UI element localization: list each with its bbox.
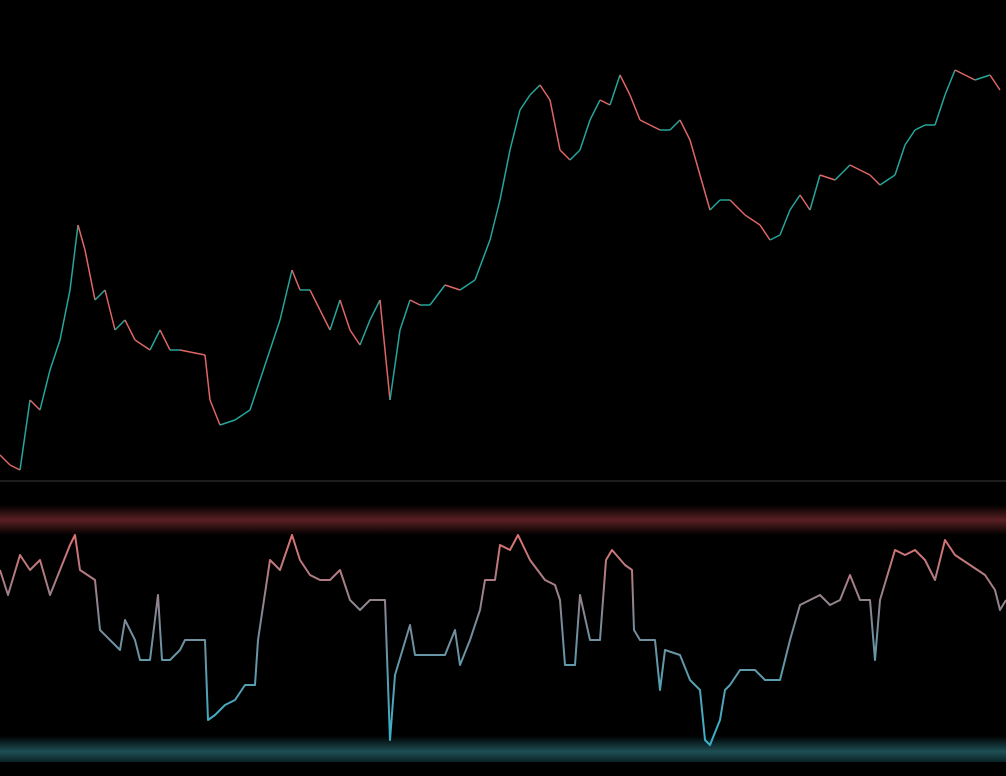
price-segment (619, 74, 631, 96)
price-segment (689, 139, 701, 176)
price-segment (379, 299, 391, 401)
price-segment (549, 99, 561, 151)
price-segment (359, 319, 371, 346)
price-segment (159, 329, 171, 351)
price-segment (759, 224, 771, 241)
price-segment (389, 329, 401, 401)
price-segment (559, 149, 571, 161)
price-segment (669, 119, 681, 131)
price-segment (204, 354, 211, 401)
price-segment (989, 74, 1001, 91)
price-segment (799, 194, 811, 211)
price-segment (19, 399, 31, 471)
price-segment (679, 119, 691, 141)
price-segment (279, 269, 293, 321)
price-segment (904, 129, 916, 146)
price-segment (459, 279, 476, 291)
price-segment (209, 399, 221, 426)
price-segment (259, 349, 271, 381)
price-segment (349, 329, 361, 346)
price-segment (114, 319, 126, 331)
price-segment (649, 124, 661, 131)
price-segment (69, 224, 79, 291)
price-segment (309, 289, 321, 311)
price-segment (589, 99, 601, 121)
oscillator-line (0, 534, 1006, 746)
price-segment (369, 299, 381, 321)
price-segment (579, 119, 591, 151)
price-segment (0, 454, 11, 466)
price-segment (49, 339, 61, 371)
price-segment (329, 299, 341, 331)
price-segment (954, 69, 966, 76)
price-segment (914, 124, 926, 131)
price-segment (709, 199, 721, 211)
price-segment (94, 289, 106, 301)
price-segment (639, 119, 651, 126)
price-segment (819, 174, 836, 181)
price-segment (509, 109, 521, 151)
oversold-band (0, 736, 1006, 762)
price-segment (974, 74, 991, 81)
price-segment (474, 239, 491, 281)
price-segment (834, 164, 851, 181)
price-segment (489, 199, 501, 241)
overbought-band (0, 505, 1006, 535)
price-segment (779, 209, 791, 236)
price-segment (104, 289, 116, 331)
price-segment (529, 84, 541, 96)
price-segment (599, 99, 611, 106)
price-segment (399, 299, 411, 331)
price-segment (179, 349, 191, 353)
price-segment (134, 339, 151, 351)
price-segment (869, 174, 881, 186)
price-segment (519, 94, 531, 111)
price-segment (609, 74, 621, 106)
price-segment (789, 194, 801, 211)
price-segment (219, 419, 236, 426)
price-segment (699, 174, 711, 211)
price-segment (934, 94, 946, 126)
price-segment (149, 329, 161, 351)
price-segment (569, 149, 581, 161)
price-segment (84, 249, 96, 301)
price-segment (59, 289, 71, 341)
price-segment (499, 149, 511, 201)
price-segment (429, 284, 446, 306)
price-segment (124, 319, 136, 341)
price-segment (409, 299, 421, 306)
price-segment (944, 69, 956, 96)
price-segment (9, 464, 21, 471)
price-segment (444, 284, 461, 291)
price-segment (291, 269, 301, 291)
price-segment (879, 174, 896, 186)
price-segment (729, 199, 746, 216)
price-segment (769, 234, 781, 241)
price-segment (319, 309, 331, 331)
price-segment (269, 319, 281, 351)
price-segment (39, 369, 51, 411)
price-segment (809, 174, 821, 211)
price-segment (849, 164, 861, 171)
price-segment (339, 299, 351, 331)
price-segment (744, 214, 761, 226)
price-segment (77, 224, 86, 251)
price-segment (539, 84, 551, 101)
price-segment (629, 94, 641, 121)
price-segment (29, 399, 41, 411)
price-segment (234, 409, 251, 421)
price-segment (894, 144, 906, 176)
price-segment (189, 351, 206, 356)
price-segment (964, 74, 976, 81)
price-segment (249, 379, 261, 411)
price-segment (859, 169, 871, 176)
